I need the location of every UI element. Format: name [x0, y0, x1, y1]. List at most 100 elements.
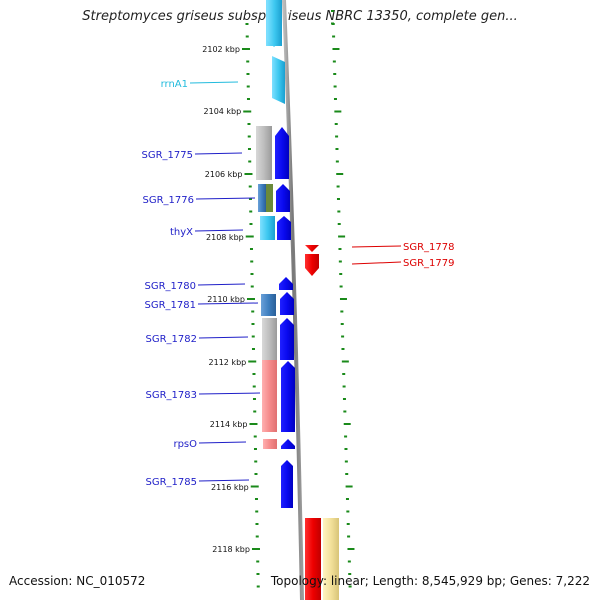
gene-label-sgr-1776[interactable]: SGR_1776 [143, 195, 195, 206]
genome-summary-text: Topology: linear; Length: 8,545,929 bp; … [270, 574, 590, 588]
gene-label-sgr-1778[interactable]: SGR_1778 [403, 242, 455, 253]
ruler-tick [249, 223, 253, 225]
gene-arrow-sgr1778 [305, 245, 319, 252]
ruler-ticks-right [331, 10, 355, 588]
ruler-tick [252, 373, 256, 375]
gene-block-bottom-yellow [323, 518, 339, 600]
gene-arrow-sgr1782 [280, 318, 294, 360]
ruler-tick [337, 210, 341, 213]
label-leader-rrna1 [189, 81, 239, 84]
gene-label-rrna1[interactable]: rrnA1 [161, 79, 188, 90]
ruler-tick [252, 385, 256, 388]
ruler-tick [246, 73, 250, 75]
label-leader-sgr-1782 [198, 336, 249, 339]
ruler-tick [246, 98, 250, 100]
label-leader-sgr-1780 [197, 283, 246, 286]
ruler-label: 2108 kbp [206, 233, 244, 242]
ruler-tick [341, 360, 349, 363]
ruler-tick [245, 23, 249, 25]
ruler-tick [338, 248, 342, 250]
ruler-tick [335, 148, 339, 150]
ruler-tick [340, 310, 344, 313]
gene-block-bottom-red [305, 518, 321, 600]
ruler-label: 2112 kbp [209, 358, 247, 367]
gene-label-thyx[interactable]: thyX [170, 227, 193, 238]
ruler-tick [256, 585, 260, 588]
gene-labels-right: SGR_1778 SGR_1779 [351, 242, 455, 269]
gene-label-rpso[interactable]: rpsO [173, 439, 197, 450]
ruler-tick [254, 460, 258, 463]
ruler-tick [338, 235, 346, 238]
ruler-tick [347, 560, 351, 563]
gene-arrow-sgr1775 [275, 127, 289, 179]
gene-label-sgr-1783[interactable]: SGR_1783 [146, 390, 198, 401]
ruler-tick [251, 310, 255, 313]
label-leader-sgr-1778 [351, 245, 402, 248]
ruler-tick [332, 48, 340, 50]
ruler-tick [244, 173, 253, 175]
gene-label-sgr-1775[interactable]: SGR_1775 [142, 150, 194, 161]
ruler-tick [250, 285, 254, 288]
ruler-ticks-left [241, 23, 260, 588]
ruler-tick [255, 510, 259, 513]
gene-label-sgr-1781[interactable]: SGR_1781 [145, 300, 197, 311]
ruler-tick [251, 335, 255, 338]
ruler-tick [245, 35, 249, 38]
ruler-tick [331, 22, 334, 25]
gene-label-sgr-1779[interactable]: SGR_1779 [403, 258, 455, 269]
accession-text: Accession: NC_010572 [9, 574, 146, 588]
label-leader-sgr-1785 [198, 479, 250, 482]
ruler-tick [251, 348, 255, 350]
ruler-tick [248, 360, 257, 363]
ruler-tick [246, 60, 250, 63]
ruler-tick [252, 398, 256, 400]
ruler-tick [345, 485, 353, 488]
ruler-tick [250, 260, 254, 263]
ruler-tick [253, 448, 257, 450]
ruler-tick [342, 373, 346, 375]
ruler-tick [336, 198, 340, 200]
ruler-tick [341, 348, 345, 350]
ruler-tick [254, 473, 258, 475]
ruler-tick [333, 73, 337, 75]
gene-label-sgr-1785[interactable]: SGR_1785 [146, 477, 198, 488]
ruler-tick [249, 423, 258, 425]
ruler-tick [342, 398, 346, 400]
ruler-tick [346, 523, 350, 525]
ruler-tick [336, 185, 340, 188]
ruler-tick [245, 235, 254, 238]
gene-label-sgr-1780[interactable]: SGR_1780 [145, 281, 197, 292]
ruler-tick [344, 448, 348, 450]
gene-arrow-rrna1 [272, 56, 285, 104]
ruler-label: 2116 kbp [211, 483, 249, 492]
ruler-label: 2110 kbp [207, 295, 245, 304]
gene-arrow-sgr1781 [280, 292, 294, 315]
gene-arrow-rpso [281, 439, 295, 449]
ruler-tick [332, 35, 336, 38]
gene-arrow-sgr1783 [281, 361, 295, 432]
ruler-tick [345, 498, 349, 500]
ruler-tick [333, 98, 337, 100]
gene-arrow-thyx [277, 216, 291, 240]
ruler-labels: 2102 kbp 2104 kbp 2106 kbp 2108 kbp 2110 kbp… [202, 45, 250, 554]
ruler-tick [254, 498, 258, 500]
gene-label-sgr-1782[interactable]: SGR_1782 [146, 334, 198, 345]
gene-arrow-sgr1779 [305, 254, 319, 276]
ruler-tick [256, 560, 260, 563]
ruler-tick [344, 460, 348, 463]
ruler-tick [251, 323, 255, 325]
label-leader-thyx [194, 229, 244, 232]
cog-block-sgr1776a [258, 184, 266, 212]
map-title: Streptomyces griseus subsp. griseus NBRC… [82, 9, 518, 24]
ruler-tick [247, 123, 251, 125]
ruler-label: 2102 kbp [202, 45, 240, 54]
ruler-tick [334, 123, 338, 125]
ruler-tick [335, 135, 339, 138]
ruler-tick [246, 85, 250, 88]
ruler-tick [333, 85, 337, 88]
ruler-tick [331, 10, 334, 12]
ruler-tick [251, 548, 260, 550]
ruler-tick [344, 435, 348, 438]
